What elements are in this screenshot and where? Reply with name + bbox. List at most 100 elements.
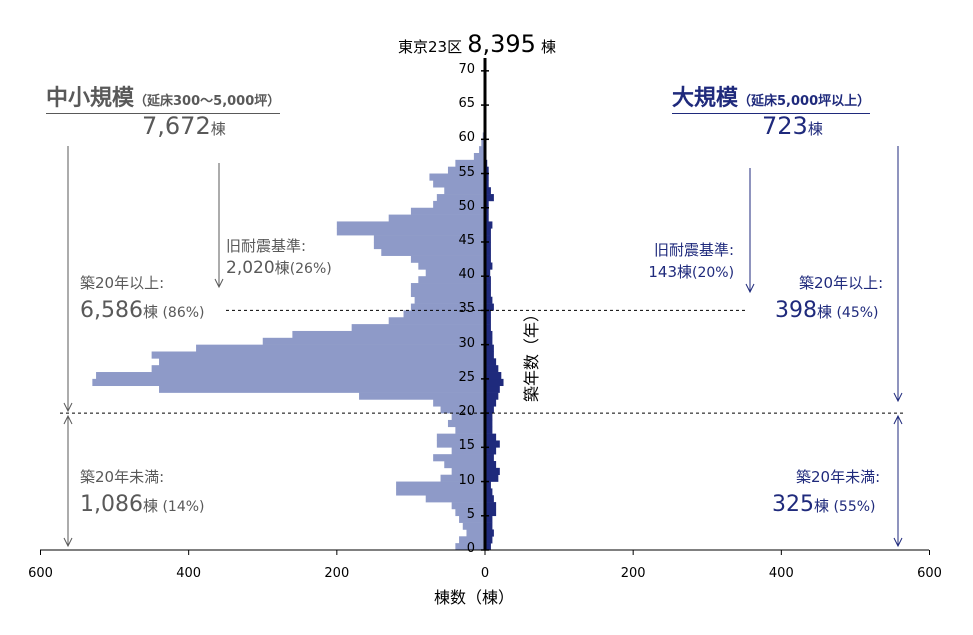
left-under20-unit: 棟 (142, 497, 158, 515)
bar-small-age-0 (455, 543, 485, 551)
bar-large-age-2 (485, 529, 494, 537)
left-over20-value: 6,586 (80, 298, 143, 323)
bar-small-age-28 (151, 351, 485, 359)
bar-large-age-13 (485, 454, 494, 462)
y-tick-label: 55 (458, 164, 475, 180)
left-old-standard-value: 2,020 (226, 258, 275, 278)
left-count-value: 7,672 (142, 112, 211, 140)
bar-large-age-17 (485, 426, 493, 434)
x-axis-title: 棟数（棟） (434, 588, 515, 607)
right-header-count: 723棟 (762, 112, 823, 140)
y-tick-label: 35 (458, 301, 475, 317)
bar-small-age-14 (451, 447, 485, 455)
bar-small-age-49 (410, 207, 485, 215)
bar-large-age-30 (485, 337, 493, 345)
bar-small-age-55 (447, 166, 485, 174)
bar-small-age-33 (388, 317, 485, 325)
right-count-value: 723 (762, 112, 808, 140)
bar-large-age-38 (485, 283, 491, 291)
left-over20-label: 築20年以上: (80, 274, 165, 292)
bar-large-age-41 (485, 262, 493, 270)
x-tick-label: 600 (28, 566, 53, 581)
left-header-count: 7,672棟 (142, 112, 226, 140)
bar-small-age-40 (425, 269, 485, 277)
bar-small-age-2 (466, 529, 485, 537)
bar-small-age-23 (159, 385, 486, 393)
bar-large-age-4 (485, 515, 493, 523)
left-under20-label: 築20年未満: (80, 468, 165, 486)
bar-large-age-40 (485, 269, 491, 277)
title-prefix: 東京23区 (398, 38, 463, 56)
y-tick-label: 0 (466, 541, 475, 556)
bar-large-age-22 (485, 392, 499, 400)
bar-large-age-6 (485, 502, 497, 510)
bar-small-age-29 (196, 344, 485, 352)
bar-large-age-45 (485, 235, 491, 243)
bar-large-age-53 (485, 180, 489, 188)
chart-title: 東京23区 8,395 棟 (398, 30, 556, 58)
bar-large-age-29 (485, 344, 494, 352)
bar-large-age-1 (485, 536, 493, 544)
small-scale-bars (92, 125, 486, 551)
bar-large-age-44 (485, 241, 491, 250)
right-under20-label: 築20年未満: (796, 468, 881, 486)
y-tick-label: 50 (458, 198, 475, 214)
bar-small-age-37 (410, 289, 485, 298)
y-tick-label: 15 (458, 438, 475, 454)
bar-small-age-57 (473, 152, 485, 161)
left-over20-unit: 棟 (142, 303, 158, 321)
bar-small-age-51 (436, 194, 485, 202)
right-under20-pct: (55%) (829, 499, 876, 515)
arrow-right-under20-head (893, 537, 903, 548)
y-tick-label: 20 (458, 404, 475, 420)
arrow-right-old-standard-head (745, 283, 755, 294)
left-over20-pct: (86%) (158, 305, 205, 321)
bar-small-age-42 (410, 255, 485, 263)
bar-large-age-18 (485, 419, 493, 428)
bar-large-age-43 (485, 248, 491, 256)
x-tick-label: 400 (768, 566, 794, 581)
right-count-unit: 棟 (807, 120, 823, 138)
x-tick-label: 200 (324, 566, 350, 581)
bar-large-age-7 (485, 495, 494, 503)
bar-small-age-34 (403, 310, 485, 318)
bar-small-age-7 (425, 495, 485, 503)
bar-large-age-48 (485, 214, 489, 222)
y-tick-label: 60 (458, 130, 475, 146)
right-over20-unit: 棟 (817, 303, 833, 321)
right-header-title: 大規模 (672, 86, 739, 111)
bar-large-age-5 (485, 508, 497, 517)
y-tick-label: 40 (458, 267, 475, 283)
title-value: 8,395 (467, 30, 536, 58)
bar-large-age-10 (485, 474, 499, 482)
bar-small-age-9 (396, 481, 485, 489)
bar-large-age-23 (485, 385, 500, 393)
left-over20: 築20年以上: 6,586棟 (86%) (80, 270, 205, 327)
y-tick-label: 30 (458, 335, 475, 351)
bar-large-age-21 (485, 399, 497, 407)
right-old-standard-pct: (20%) (692, 265, 735, 281)
bar-small-age-54 (429, 173, 485, 181)
bar-small-age-41 (418, 262, 485, 270)
bar-small-age-59 (481, 139, 485, 147)
y-tick-label: 65 (458, 96, 475, 112)
bar-small-age-20 (440, 406, 485, 414)
bar-small-age-15 (436, 440, 485, 448)
bar-small-age-30 (262, 337, 485, 345)
x-tick-label: 400 (176, 566, 202, 581)
bar-small-age-48 (388, 214, 485, 222)
arrow-left-under20-head-top (63, 414, 73, 425)
bar-large-age-46 (485, 228, 491, 236)
bar-small-age-56 (455, 159, 485, 167)
bar-small-age-16 (436, 433, 485, 441)
bar-large-age-11 (485, 467, 500, 476)
bar-large-age-50 (485, 200, 489, 209)
bar-large-age-34 (485, 310, 491, 318)
bar-large-age-26 (485, 365, 499, 373)
bar-small-age-31 (292, 330, 485, 339)
left-under20-pct: (14%) (158, 499, 205, 515)
bar-small-age-13 (433, 454, 485, 462)
left-old-standard-label: 旧耐震基準: (226, 237, 307, 255)
bar-large-age-32 (485, 324, 491, 332)
